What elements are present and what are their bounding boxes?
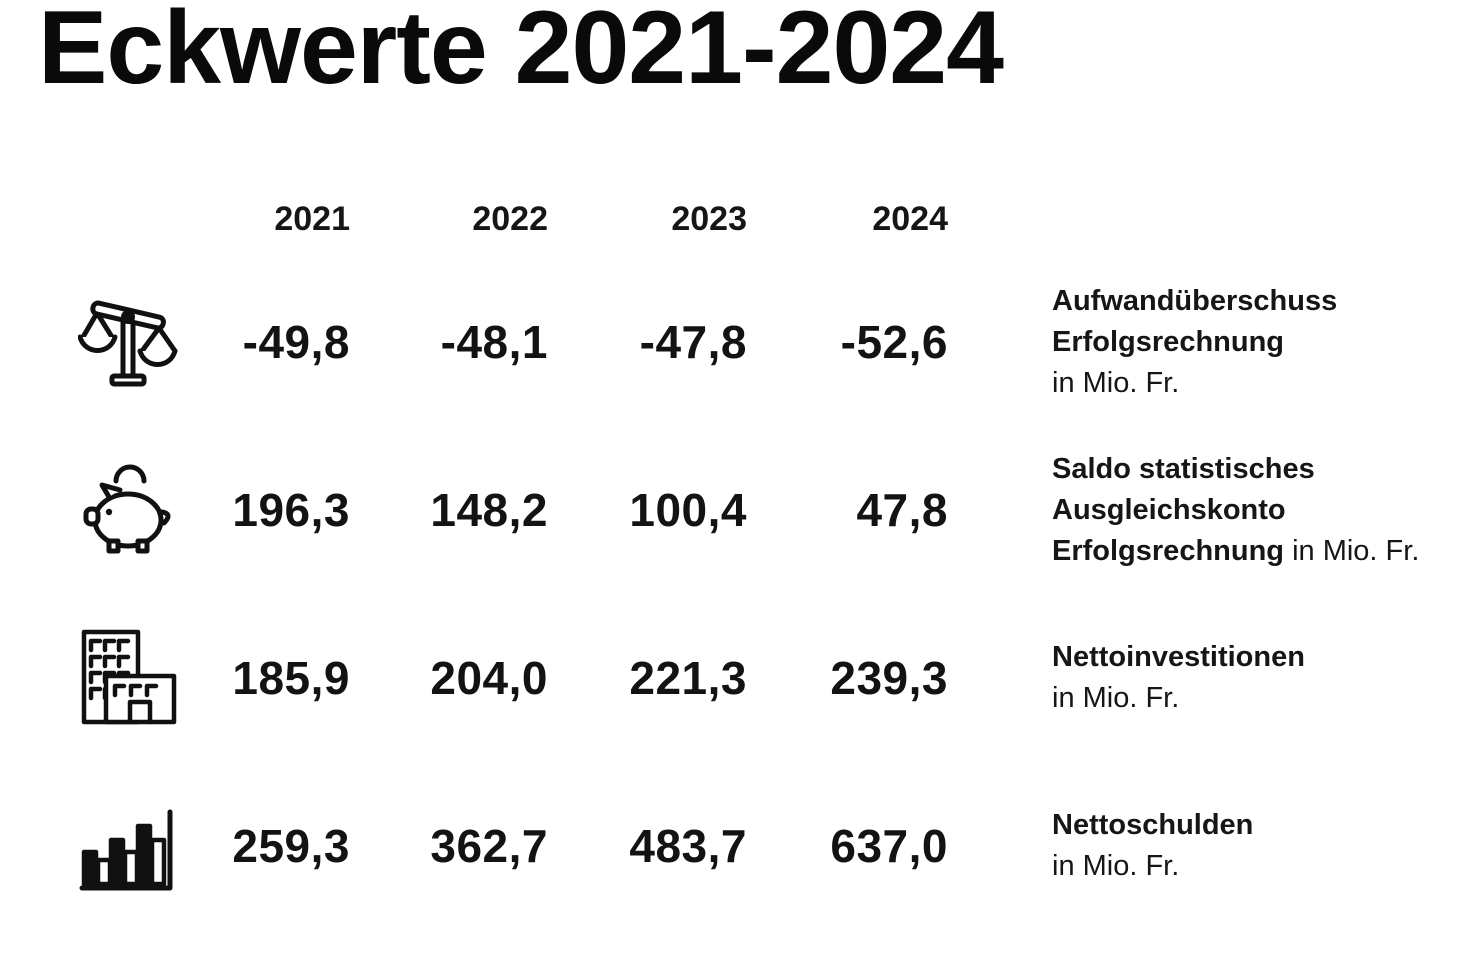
row-label: Aufwandüberschuss Erfolgsrechnung in Mio… (948, 281, 1477, 404)
value-cell: 204,0 (430, 652, 548, 704)
table-row: -49,8 -48,1 -47,8 -52,6 Aufwandüberschus… (75, 258, 1477, 426)
row-label-line: Erfolgsrechnung (1052, 325, 1285, 358)
buildings-icon (81, 629, 177, 725)
row-icon-cell (75, 460, 178, 560)
value-cell: -47,8 (639, 316, 747, 368)
bar-chart-icon (79, 809, 173, 891)
row-unit-label: in Mio. Fr. (1052, 366, 1180, 399)
table-row: 196,3 148,2 100,4 47,8 Saldo statistisch… (75, 426, 1477, 594)
year-header-2024: 2024 (872, 199, 948, 238)
value-cell: -49,8 (242, 316, 350, 368)
value-cell: 47,8 (856, 484, 948, 536)
value-cell: 221,3 (629, 652, 747, 704)
row-unit-label: in Mio. Fr. (1052, 850, 1180, 882)
value-cell: 637,0 (830, 820, 948, 872)
balance-scale-icon (78, 300, 178, 387)
year-header-2021: 2021 (274, 199, 350, 238)
value-cell: 362,7 (430, 820, 548, 872)
key-figures-table: 2021 2022 2023 2024 -49,8 - (75, 180, 1477, 930)
value-cell: 185,9 (232, 652, 350, 704)
value-cell: -48,1 (440, 316, 548, 368)
row-label-line: Nettoinvestitionen (1052, 641, 1305, 673)
value-cell: 483,7 (629, 820, 747, 872)
value-cell: -52,6 (840, 316, 948, 368)
row-unit-label: in Mio. Fr. (1052, 682, 1180, 714)
row-label-line: Erfolgsrechnung (1052, 534, 1285, 567)
row-label-line: Ausgleichskonto (1052, 493, 1286, 526)
row-unit-label: in Mio. Fr. (1292, 534, 1420, 567)
value-cell: 196,3 (232, 484, 350, 536)
row-label: Nettoinvestitionen in Mio. Fr. (948, 637, 1477, 719)
page-title: Eckwerte 2021-2024 (38, 0, 1004, 106)
table-header-row: 2021 2022 2023 2024 (75, 180, 1477, 258)
row-icon-cell (75, 292, 178, 392)
value-cell: 100,4 (629, 484, 747, 536)
piggy-bank-icon (83, 464, 171, 554)
table-row: 185,9 204,0 221,3 239,3 Nettoinvestition… (75, 594, 1477, 762)
year-header-2022: 2022 (472, 199, 548, 238)
value-cell: 239,3 (830, 652, 948, 704)
year-header-2023: 2023 (671, 199, 747, 238)
row-label-line: Nettoschulden (1052, 809, 1254, 841)
value-cell: 259,3 (232, 820, 350, 872)
row-icon-cell (75, 628, 178, 728)
row-label-line: Aufwandüberschuss (1052, 284, 1338, 317)
row-label: Saldo statistisches Ausgleichskonto Erfo… (948, 449, 1477, 572)
row-label-line: Saldo statistisches (1052, 452, 1315, 485)
row-label: Nettoschulden in Mio. Fr. (948, 805, 1477, 887)
value-cell: 148,2 (430, 484, 548, 536)
row-icon-cell (75, 796, 178, 896)
table-row: 259,3 362,7 483,7 637,0 Nettoschulden in… (75, 762, 1477, 930)
